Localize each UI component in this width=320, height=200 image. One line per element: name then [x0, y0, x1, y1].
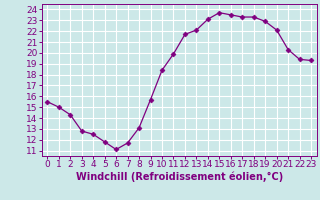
X-axis label: Windchill (Refroidissement éolien,°C): Windchill (Refroidissement éolien,°C)	[76, 172, 283, 182]
